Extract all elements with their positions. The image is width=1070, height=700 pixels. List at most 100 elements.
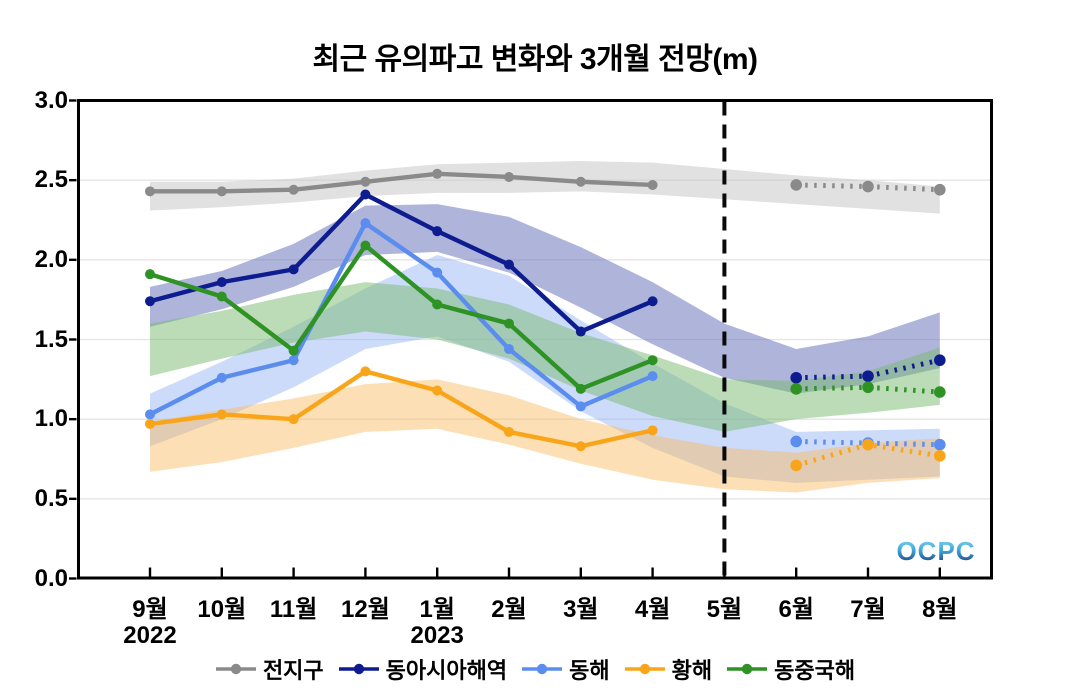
point-east-sea <box>216 372 227 383</box>
point-east-sea <box>288 355 299 366</box>
point-east-sea <box>360 218 371 229</box>
forecast-point-global <box>934 183 946 196</box>
point-east-sea <box>647 371 658 382</box>
point-east-asia <box>145 296 155 307</box>
y-tick-label: 1.0 <box>34 405 68 433</box>
legend-label: 동아시아해역 <box>385 658 508 683</box>
x-tick-label: 8월 <box>922 596 958 623</box>
point-east-sea <box>432 267 443 278</box>
forecast-point-yellow-sea <box>862 438 874 451</box>
forecast-point-east-sea <box>934 438 946 451</box>
ocpc-logo: OCPC <box>893 536 979 567</box>
x-tick-label: 1월 <box>419 596 455 623</box>
legend-item-east-china-sea: 동중국해 <box>726 653 855 685</box>
band-global <box>150 161 940 214</box>
forecast-point-east-sea <box>790 435 802 448</box>
point-yellow-sea <box>575 441 586 452</box>
forecast-point-east-china-sea <box>862 381 874 394</box>
x-tick-label: 3월 <box>563 596 599 623</box>
point-yellow-sea <box>647 425 658 436</box>
band-east-asia <box>150 204 940 394</box>
legend-item-east-sea: 동해 <box>521 653 610 685</box>
point-east-asia <box>647 296 658 307</box>
plot-border <box>77 99 993 580</box>
point-global <box>216 186 227 197</box>
line-observed-yellow-sea <box>149 369 654 449</box>
point-global <box>360 176 371 187</box>
x-tick-label: 5월 <box>706 596 743 623</box>
point-global <box>432 168 443 179</box>
point-global <box>504 171 514 182</box>
legend-line-swatch-global <box>215 663 256 675</box>
point-east-asia <box>360 189 371 200</box>
point-east-china-sea <box>647 355 658 366</box>
y-tick-label: 1.5 <box>34 325 68 353</box>
y-tick-label: 0.0 <box>34 564 68 592</box>
legend-line-swatch-east-china-sea <box>727 663 768 675</box>
forecast-point-east-asia <box>790 371 802 384</box>
forecast-point-global <box>862 180 874 193</box>
point-east-asia <box>575 326 586 337</box>
point-east-asia <box>288 264 299 275</box>
x-tick-label: 7월 <box>850 596 886 623</box>
forecast-point-east-china-sea <box>790 383 802 395</box>
legend-label: 황해 <box>671 658 713 683</box>
forecast-point-east-asia <box>862 370 874 382</box>
point-yellow-sea <box>288 414 299 425</box>
point-east-china-sea <box>360 240 371 251</box>
legend-line-swatch-yellow-sea <box>624 663 665 675</box>
x-tick-label: 11월 <box>269 596 318 623</box>
forecast-point-yellow-sea <box>934 450 946 462</box>
point-yellow-sea <box>504 426 514 437</box>
point-global <box>647 179 658 190</box>
forecast-point-east-china-sea <box>934 386 946 398</box>
x-tick-label: 12월 <box>341 596 390 623</box>
forecast-point-yellow-sea <box>790 459 802 472</box>
point-east-china-sea <box>216 291 227 302</box>
point-east-china-sea <box>288 345 299 356</box>
legend-label: 동해 <box>569 658 610 683</box>
year-label: 2023 <box>410 622 464 649</box>
x-tick-label: 10월 <box>197 596 247 623</box>
point-east-china-sea <box>145 269 155 280</box>
forecast-point-east-asia <box>934 354 946 367</box>
point-east-asia <box>504 259 514 270</box>
point-yellow-sea <box>145 418 155 429</box>
point-east-asia <box>216 277 227 288</box>
line-observed-east-asia <box>149 192 654 334</box>
y-tick-label: 2.0 <box>34 245 68 273</box>
point-east-china-sea <box>432 299 443 310</box>
legend-line-swatch-east-asia <box>338 663 379 675</box>
point-east-china-sea <box>575 383 586 394</box>
point-global <box>575 176 586 187</box>
y-tick-label: 3.0 <box>34 86 68 114</box>
band-yellow-sea <box>150 379 940 493</box>
x-tick-label: 6월 <box>778 596 814 623</box>
point-east-sea <box>575 401 586 412</box>
x-tick-label: 9월 <box>132 596 168 623</box>
x-tick-label: 4월 <box>634 596 671 623</box>
line-observed-east-sea <box>148 220 654 417</box>
chart-title: 최근 유의파고 변화와 3개월 전망(m) <box>312 43 758 76</box>
point-global <box>288 184 299 195</box>
legend-item-yellow-sea: 황해 <box>624 653 712 685</box>
legend-item-global: 전지구 <box>215 653 324 685</box>
point-east-sea <box>504 344 514 355</box>
legend-label: 전지구 <box>262 658 324 683</box>
y-tick-label: 2.5 <box>34 166 68 194</box>
legend-label: 동중국해 <box>774 658 856 683</box>
legend: 전지구 동아시아해역 동해 황해 동중국해 <box>0 651 1070 687</box>
point-east-asia <box>432 226 443 237</box>
point-global <box>145 186 155 197</box>
y-tick-label: 0.5 <box>34 484 68 512</box>
point-yellow-sea <box>432 385 443 396</box>
legend-item-east-asia: 동아시아해역 <box>338 653 507 685</box>
legend-line-swatch-east-sea <box>522 663 563 675</box>
point-east-sea <box>145 409 155 420</box>
line-observed-global <box>150 171 653 194</box>
forecast-point-global <box>790 179 802 191</box>
plot-area <box>69 99 993 580</box>
point-yellow-sea <box>216 409 227 420</box>
point-yellow-sea <box>360 366 371 377</box>
